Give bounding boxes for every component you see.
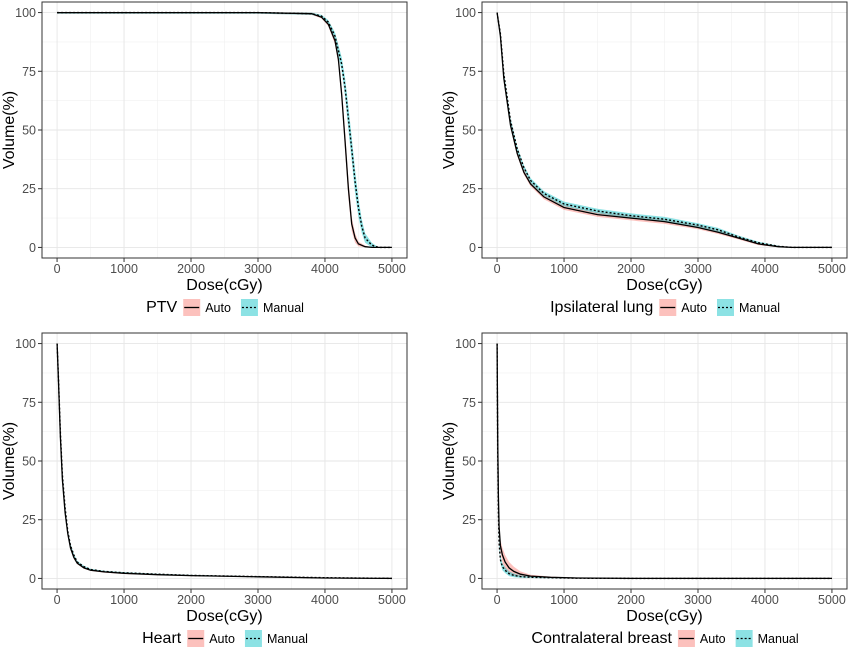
x-axis-title: Dose(cGy) <box>186 277 262 294</box>
legend-label-manual: Manual <box>758 632 799 646</box>
legend-label-manual: Manual <box>263 301 304 315</box>
legend-key-manual <box>716 299 734 316</box>
legend-key-manual <box>240 299 258 316</box>
x-tick-label: 4000 <box>311 593 339 607</box>
chart-panel-4: 0 1000 2000 3000 4000 5000 0 25 50 75 100 Dose(cGy)… <box>441 332 848 647</box>
x-axis-title: Dose(cGy) <box>626 608 702 625</box>
legend-key-manual <box>735 630 753 647</box>
y-tick-label: 50 <box>22 455 36 469</box>
y-tick-label: 100 <box>455 337 476 351</box>
x-tick-label: 2000 <box>617 262 645 276</box>
legend-label-auto: Auto <box>205 301 231 315</box>
x-tick-label: 3000 <box>684 593 712 607</box>
chart-panel-2: 0 1000 2000 3000 4000 5000 0 25 50 75 100 Dose(cGy)… <box>441 1 848 316</box>
legend: Heart Auto Manual <box>142 630 308 647</box>
legend-title: Contralateral breast <box>531 630 672 647</box>
x-tick-label: 4000 <box>751 262 779 276</box>
x-tick-label: 2000 <box>617 593 645 607</box>
y-tick-label: 0 <box>469 241 476 255</box>
y-axis-title: Volume(%) <box>1 422 18 500</box>
legend-label-auto: Auto <box>681 301 707 315</box>
y-tick-label: 50 <box>462 124 476 138</box>
y-tick-label: 75 <box>22 65 36 79</box>
series-line-manual <box>57 11 392 249</box>
chart-panel-3: 0 1000 2000 3000 4000 5000 0 25 50 75 100 Dose(cGy)… <box>1 332 408 647</box>
x-tick-label: 0 <box>54 262 61 276</box>
x-tick-label: 0 <box>54 593 61 607</box>
y-tick-label: 75 <box>22 396 36 410</box>
legend: PTV Auto Manual <box>146 299 304 316</box>
legend-label-manual: Manual <box>739 301 780 315</box>
y-tick-label: 0 <box>29 241 36 255</box>
y-tick-label: 75 <box>462 396 476 410</box>
series-line-manual <box>496 12 832 249</box>
x-tick-label: 0 <box>494 593 501 607</box>
y-axis-title: Volume(%) <box>441 91 458 169</box>
y-tick-label: 50 <box>22 124 36 138</box>
y-tick-label: 25 <box>462 182 476 196</box>
legend-key-manual <box>244 630 262 647</box>
x-tick-label: 1000 <box>550 262 578 276</box>
x-tick-label: 1000 <box>550 593 578 607</box>
x-tick-label: 4000 <box>751 593 779 607</box>
y-tick-label: 100 <box>455 6 476 20</box>
y-tick-label: 50 <box>462 455 476 469</box>
legend-label-auto: Auto <box>209 632 235 646</box>
legend-title: Ipsilateral lung <box>550 299 653 316</box>
x-tick-label: 4000 <box>311 262 339 276</box>
x-axis-title: Dose(cGy) <box>626 277 702 294</box>
x-tick-label: 3000 <box>684 262 712 276</box>
legend-title: PTV <box>146 299 177 316</box>
x-tick-label: 2000 <box>177 262 205 276</box>
x-tick-label: 5000 <box>818 262 846 276</box>
x-tick-label: 5000 <box>378 262 406 276</box>
legend-label-auto: Auto <box>700 632 726 646</box>
x-tick-label: 5000 <box>378 593 406 607</box>
x-tick-label: 0 <box>494 262 501 276</box>
chart-panel-1: 0 1000 2000 3000 4000 5000 0 25 50 75 100 Dose(cGy)… <box>1 1 408 316</box>
y-axis-title: Volume(%) <box>1 91 18 169</box>
x-axis-title: Dose(cGy) <box>186 608 262 625</box>
x-tick-label: 1000 <box>110 262 138 276</box>
x-tick-label: 2000 <box>177 593 205 607</box>
x-tick-label: 3000 <box>244 262 272 276</box>
series-line-manual <box>496 343 832 580</box>
series-line-auto <box>496 12 832 249</box>
y-tick-label: 100 <box>15 6 36 20</box>
x-tick-label: 1000 <box>110 593 138 607</box>
legend: Contralateral breast Auto Manual <box>531 630 799 647</box>
legend: Ipsilateral lung Auto Manual <box>550 299 780 316</box>
y-tick-label: 25 <box>462 513 476 527</box>
y-tick-label: 75 <box>462 65 476 79</box>
legend-title: Heart <box>142 630 182 647</box>
y-tick-label: 100 <box>15 337 36 351</box>
series-line-manual <box>56 343 392 580</box>
x-tick-label: 3000 <box>244 593 272 607</box>
y-tick-label: 0 <box>29 572 36 586</box>
series-line-auto <box>57 11 392 249</box>
legend-label-manual: Manual <box>267 632 308 646</box>
y-axis-title: Volume(%) <box>441 422 458 500</box>
x-tick-label: 5000 <box>818 593 846 607</box>
y-tick-label: 0 <box>469 572 476 586</box>
y-tick-label: 25 <box>22 182 36 196</box>
y-tick-label: 25 <box>22 513 36 527</box>
